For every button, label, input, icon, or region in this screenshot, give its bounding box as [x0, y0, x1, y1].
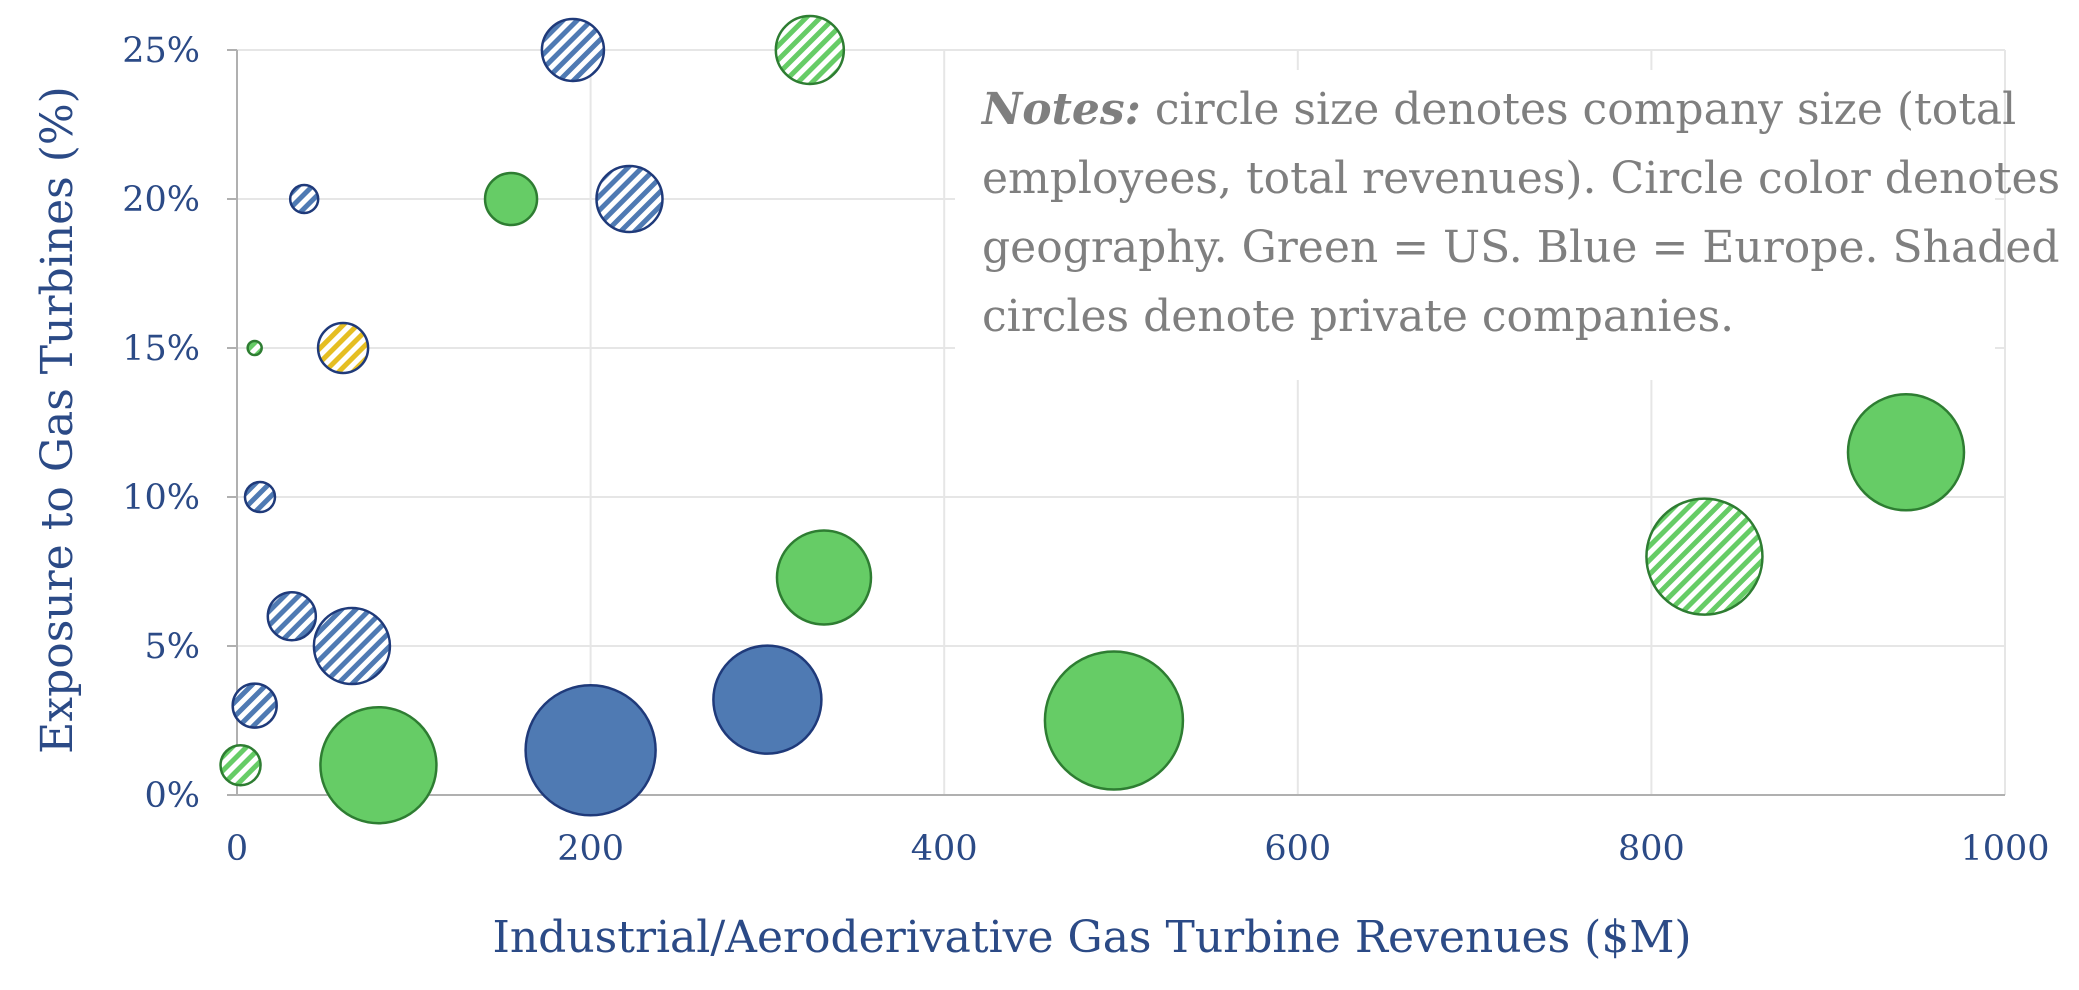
- bubble-us-private: [774, 14, 846, 86]
- bubble-europe-private: [243, 480, 277, 514]
- bubble-us-private: [246, 339, 263, 357]
- bubble-europe-private: [266, 590, 318, 642]
- notes-line-2: employees, total revenues). Circle color…: [982, 153, 2060, 204]
- bubble-other-private: [316, 321, 370, 375]
- bubble-europe-public: [712, 644, 823, 755]
- bubble-us-public: [1043, 650, 1185, 791]
- x-tick-label: 800: [1618, 829, 1685, 869]
- x-tick-label: 600: [1264, 829, 1331, 869]
- y-tick-label: 25%: [122, 31, 200, 71]
- y-tick-label: 15%: [122, 329, 200, 369]
- bubble-us-public: [1846, 393, 1966, 512]
- bubble-us-public: [319, 705, 438, 825]
- bubble-europe-public: [524, 684, 657, 817]
- notes-line-3: geography. Green = US. Blue = Europe. Sh…: [982, 222, 2060, 273]
- bubbles: [219, 14, 1966, 825]
- y-axis-title: Exposure to Gas Turbines (%): [32, 86, 83, 754]
- notes-text: Notes: circle size denotes company size …: [980, 84, 2074, 342]
- bubble-europe-private: [540, 17, 606, 83]
- y-tick-label: 5%: [144, 627, 200, 667]
- bubble-europe-private: [231, 682, 278, 729]
- bubble-us-public: [483, 171, 539, 227]
- notes-background: [955, 70, 1995, 380]
- y-tick-label: 0%: [144, 776, 200, 816]
- x-axis-title: Industrial/Aeroderivative Gas Turbine Re…: [492, 912, 1691, 963]
- x-tick-label: 400: [911, 829, 978, 869]
- notes-line-1: Notes: circle size denotes company size …: [980, 84, 2030, 135]
- notes-line-1-text: circle size denotes company size (total: [1141, 84, 2016, 135]
- bubble-us-private: [1645, 497, 1764, 616]
- bubble-us-private: [219, 743, 262, 787]
- x-tick-label: 0: [226, 829, 248, 869]
- y-tick-label: 20%: [122, 180, 200, 220]
- axes: 0% 5% 10% 15% 20% 25% 0 200 400 600 800 1000: [122, 31, 2049, 869]
- bubble-europe-private: [312, 606, 392, 686]
- notes-lead: Notes:: [980, 84, 1141, 135]
- bubble-us-public: [775, 529, 873, 626]
- x-tick-label: 200: [557, 829, 624, 869]
- bubble-europe-private: [595, 164, 664, 234]
- y-tick-label: 10%: [122, 478, 200, 518]
- notes-line-4: circles denote private companies.: [982, 291, 1734, 342]
- bubble-europe-private: [288, 183, 320, 215]
- x-tick-label: 1000: [1960, 829, 2049, 869]
